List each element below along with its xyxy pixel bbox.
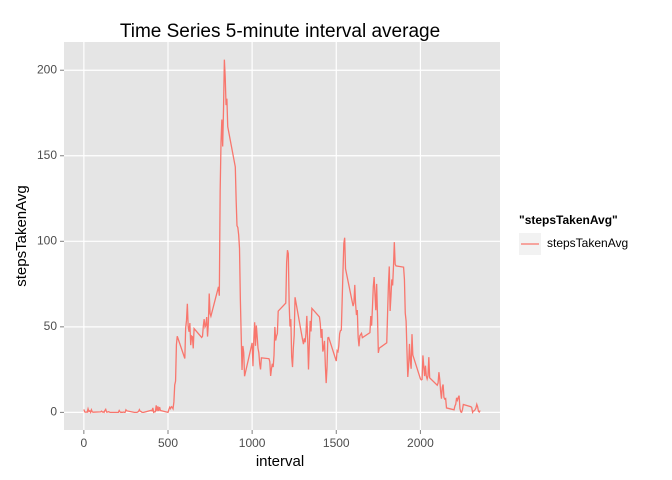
y-tick-label: 50 [44, 319, 58, 333]
x-tick-label: 2000 [407, 436, 434, 450]
y-tick-label: 200 [37, 62, 57, 76]
legend-title: "stepsTakenAvg" [519, 213, 618, 227]
x-tick-label: 1500 [323, 436, 350, 450]
y-axis-label: stepsTakenAvg [13, 185, 30, 286]
x-tick-label: 0 [81, 436, 88, 450]
x-tick-label: 1000 [239, 436, 266, 450]
panel [64, 42, 500, 430]
legend: stepsTakenAvg [519, 233, 628, 255]
y-tick-label: 150 [37, 148, 57, 162]
series-line [83, 59, 481, 415]
y-tick-label: 100 [37, 233, 57, 247]
chart-title: Time Series 5-minute interval average [120, 21, 440, 42]
x-axis-label: interval [256, 453, 304, 470]
legend-label: stepsTakenAvg [547, 236, 628, 250]
x-tick-label: 500 [158, 436, 178, 450]
y-tick-label: 0 [50, 405, 57, 419]
